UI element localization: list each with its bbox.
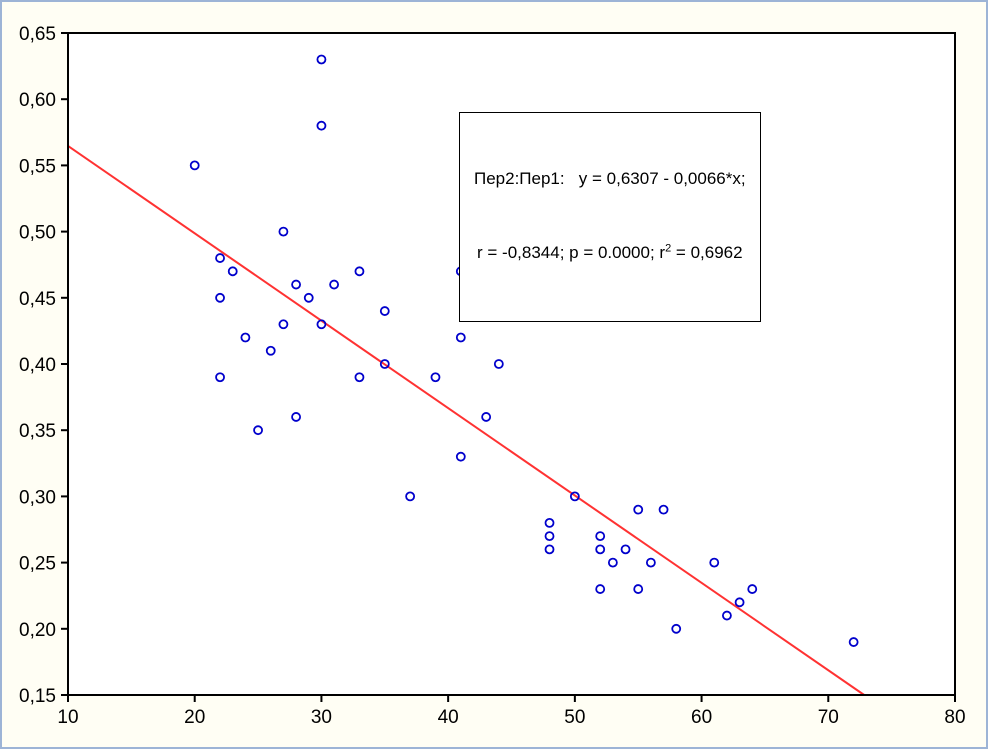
x-tick-label: 10 bbox=[57, 707, 78, 728]
data-point bbox=[316, 319, 327, 330]
x-tick-label: 20 bbox=[184, 707, 205, 728]
y-tick-label: 0,20 bbox=[19, 620, 56, 641]
y-tick-label: 0,35 bbox=[19, 421, 56, 442]
y-tick-label: 0,55 bbox=[19, 156, 56, 177]
data-point bbox=[291, 279, 301, 290]
x-tick-label: 40 bbox=[438, 707, 459, 728]
data-point bbox=[747, 584, 758, 594]
data-point bbox=[303, 292, 314, 303]
data-point bbox=[379, 306, 390, 316]
data-point bbox=[240, 332, 251, 343]
y-tick-label: 0,65 bbox=[19, 24, 56, 45]
y-tick-label: 0,50 bbox=[19, 223, 56, 244]
annotation-stats-text: r = -0,8344; p = 0.0000; r bbox=[477, 243, 666, 263]
data-point bbox=[278, 226, 289, 237]
data-point bbox=[493, 359, 504, 369]
data-point bbox=[595, 584, 606, 594]
annotation-r-squared-sup: 2 bbox=[665, 242, 672, 255]
data-point bbox=[722, 610, 732, 621]
data-point bbox=[658, 504, 669, 515]
annotation-line1: Пер2:Пер1: y = 0,6307 - 0,0066*x; bbox=[474, 167, 746, 192]
data-point bbox=[607, 557, 618, 568]
data-point bbox=[544, 517, 555, 528]
y-tick-label: 0,60 bbox=[19, 90, 56, 111]
data-point bbox=[265, 345, 276, 356]
data-point bbox=[671, 623, 682, 634]
data-point bbox=[291, 412, 301, 422]
y-tick-label: 0,25 bbox=[19, 554, 56, 575]
data-point bbox=[848, 637, 859, 647]
x-tick-label: 50 bbox=[564, 707, 585, 728]
data-point bbox=[227, 266, 238, 277]
regression-annotation-box: Пер2:Пер1: y = 0,6307 - 0,0066*x; r = -0… bbox=[459, 112, 761, 323]
regression-line bbox=[67, 145, 865, 696]
data-point bbox=[354, 266, 365, 277]
y-tick-label: 0,15 bbox=[19, 686, 56, 707]
data-point bbox=[569, 491, 580, 502]
data-point bbox=[329, 279, 340, 290]
data-point bbox=[544, 544, 555, 555]
plot-frame bbox=[67, 32, 956, 696]
data-point bbox=[405, 491, 416, 502]
annotation-stats-text-end: = 0,6962 bbox=[671, 243, 743, 263]
data-point bbox=[316, 120, 327, 131]
y-tick-label: 0,45 bbox=[19, 289, 56, 310]
x-tick-label: 60 bbox=[691, 707, 712, 728]
data-point bbox=[215, 292, 225, 303]
data-point bbox=[215, 372, 225, 383]
y-tick-label: 0,30 bbox=[19, 487, 56, 508]
x-tick-label: 30 bbox=[311, 707, 332, 728]
annotation-equation-text: Пер2:Пер1: y = 0,6307 - 0,0066*x; bbox=[474, 169, 746, 189]
data-point bbox=[709, 557, 720, 568]
data-point bbox=[455, 451, 466, 462]
x-tick-label: 70 bbox=[818, 707, 839, 728]
data-point bbox=[278, 319, 289, 330]
data-point bbox=[481, 412, 492, 422]
annotation-line2: r = -0,8344; p = 0.0000; r2 = 0,6962 bbox=[474, 241, 746, 266]
data-point bbox=[595, 544, 606, 555]
data-point bbox=[595, 531, 606, 542]
data-point bbox=[379, 359, 390, 369]
data-point bbox=[633, 504, 644, 515]
data-point bbox=[734, 597, 745, 608]
data-point bbox=[544, 531, 555, 542]
data-point bbox=[645, 557, 656, 568]
data-point bbox=[455, 332, 466, 343]
data-point bbox=[215, 253, 225, 263]
data-point bbox=[633, 584, 644, 594]
data-point bbox=[430, 372, 441, 383]
y-tick-label: 0,40 bbox=[19, 355, 56, 376]
data-point bbox=[253, 425, 263, 436]
data-point bbox=[620, 544, 631, 555]
data-point bbox=[189, 160, 200, 171]
data-point bbox=[316, 54, 327, 65]
x-tick-label: 80 bbox=[944, 707, 965, 728]
data-point bbox=[354, 372, 365, 383]
